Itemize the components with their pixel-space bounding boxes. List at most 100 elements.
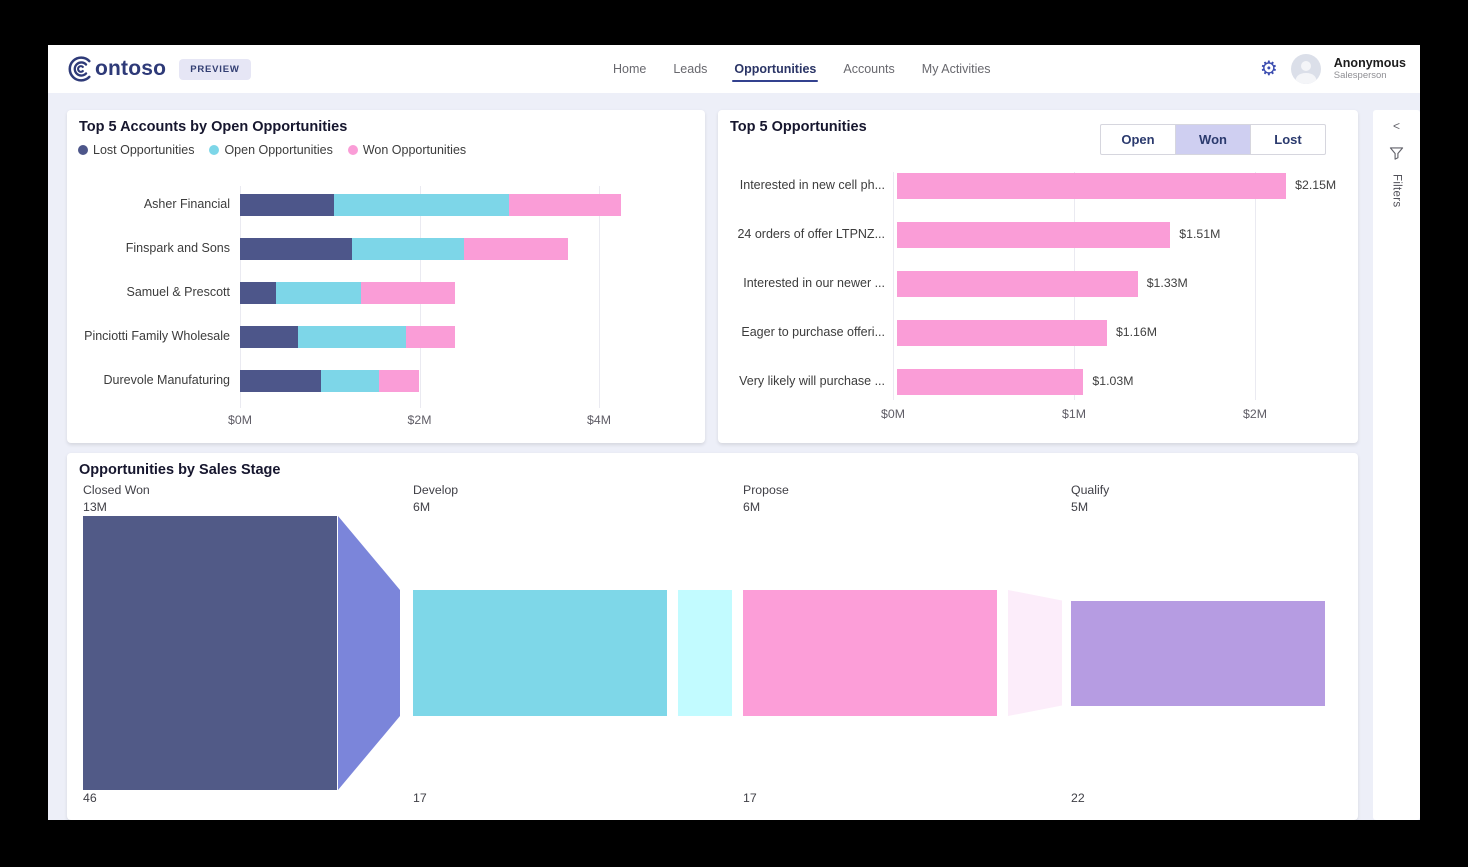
legend-dot-lost-opportunities bbox=[78, 145, 88, 155]
funnel-stage-amount-qualify: 5M bbox=[1071, 500, 1089, 514]
toggle-button-won[interactable]: Won bbox=[1175, 125, 1250, 154]
chart-title-accounts: Top 5 Accounts by Open Opportunities bbox=[79, 119, 348, 135]
funnel-stage-name-propose: Propose bbox=[743, 483, 789, 497]
category-label-asher-financial: Asher Financial bbox=[143, 197, 230, 211]
category-label-pinciotti-family-wholesale: Pinciotti Family Wholesale bbox=[84, 329, 230, 343]
funnel-stage-amount-develop: 6M bbox=[413, 500, 431, 514]
bar-pinciotti-family-wholesale-open-opportunities[interactable] bbox=[298, 326, 407, 348]
gridline-x2 bbox=[599, 186, 600, 408]
nav-item-home[interactable]: Home bbox=[613, 62, 647, 76]
filter-funnel-icon[interactable] bbox=[1389, 146, 1404, 161]
category-label-eager-to-purchase-offeri: Eager to purchase offeri... bbox=[741, 325, 885, 339]
nav-item-accounts[interactable]: Accounts bbox=[843, 62, 895, 76]
x-axis-tick-2: $4M bbox=[587, 413, 611, 427]
funnel-stage-count-closed-won: 46 bbox=[83, 791, 97, 805]
bar-finspark-and-sons-lost-opportunities[interactable] bbox=[240, 238, 353, 260]
user-name: Anonymous bbox=[1333, 56, 1406, 71]
bar-asher-financial-open-opportunities[interactable] bbox=[334, 194, 510, 216]
legend-label-open-opportunities: Open Opportunities bbox=[224, 143, 333, 157]
plot-accounts: Asher Financial Finspark and Sons Samuel &… bbox=[67, 110, 705, 443]
bar-interested-in-our-newer[interactable] bbox=[897, 271, 1138, 297]
legend-item-open-opportunities[interactable]: Open Opportunities bbox=[209, 143, 333, 157]
funnel-connector-closed-won[interactable] bbox=[338, 516, 400, 790]
chart-title-opportunities: Top 5 Opportunities bbox=[730, 119, 867, 135]
bar-24-orders-of-offer-ltpnz[interactable] bbox=[897, 222, 1171, 248]
bar-pinciotti-family-wholesale-won-opportunities[interactable] bbox=[406, 326, 456, 348]
top-bar: ontoso PREVIEW Home Leads Opportunities Acc… bbox=[48, 45, 1420, 93]
category-label-finspark-and-sons: Finspark and Sons bbox=[125, 241, 230, 255]
legend-dot-won-opportunities bbox=[347, 145, 358, 155]
nav-item-leads[interactable]: Leads bbox=[673, 62, 708, 76]
value-label-0: $2.15M bbox=[1295, 178, 1337, 192]
category-label-interested-in-new-cell-ph: Interested in new cell ph... bbox=[739, 178, 885, 192]
value-label-4: $1.03M bbox=[1092, 374, 1134, 388]
funnel-connector-develop[interactable] bbox=[678, 590, 732, 716]
person-icon bbox=[1294, 61, 1317, 84]
card-top5-accounts: Top 5 Accounts by Open Opportunities Los… bbox=[67, 110, 705, 443]
funnel-stage-count-develop: 17 bbox=[413, 791, 427, 805]
bar-finspark-and-sons-won-opportunities[interactable] bbox=[464, 238, 568, 260]
bar-durevole-manufaturing-open-opportunities[interactable] bbox=[320, 370, 380, 392]
legend-accounts: Lost Opportunities Open Opportunities Won … bbox=[78, 143, 466, 157]
funnel-stage-bar-closed-won[interactable] bbox=[83, 516, 337, 790]
legend-item-won-opportunities[interactable]: Won Opportunities bbox=[347, 143, 467, 157]
bar-finspark-and-sons-open-opportunities[interactable] bbox=[352, 238, 465, 260]
chart-title-sales-stage: Opportunities by Sales Stage bbox=[79, 462, 281, 478]
bar-asher-financial-lost-opportunities[interactable] bbox=[240, 194, 335, 216]
funnel-stage-bar-develop[interactable] bbox=[413, 590, 667, 716]
funnel-stage-bar-qualify[interactable] bbox=[1071, 600, 1325, 706]
bar-asher-financial-won-opportunities[interactable] bbox=[509, 194, 622, 216]
funnel-plot: Closed Won 13M 46 Develop 6M 17 Propose 6M 17 Qua… bbox=[67, 453, 1358, 820]
x-axis-tick-1: $2M bbox=[407, 413, 432, 427]
user-avatar[interactable] bbox=[1290, 54, 1321, 84]
funnel-stage-bar-propose[interactable] bbox=[743, 590, 997, 716]
filters-rail-label: Filters bbox=[1390, 174, 1403, 208]
value-label-3: $1.16M bbox=[1115, 325, 1157, 339]
gridline-x0 bbox=[893, 172, 894, 400]
bar-samuel-prescott-lost-opportunities[interactable] bbox=[240, 282, 276, 304]
x-axis-tick-1: $1M bbox=[1062, 407, 1086, 421]
x-axis-tick-2: $2M bbox=[1243, 407, 1267, 421]
legend-item-lost-opportunities[interactable]: Lost Opportunities bbox=[78, 143, 194, 157]
card-top5-opportunities: Top 5 Opportunities Open Won Lost Interest… bbox=[718, 110, 1358, 443]
bar-samuel-prescott-open-opportunities[interactable] bbox=[275, 282, 362, 304]
bar-interested-in-new-cell-ph[interactable] bbox=[897, 173, 1287, 199]
funnel-stage-amount-propose: 6M bbox=[743, 500, 761, 514]
main-nav: Home Leads Opportunities Accounts My Activit… bbox=[613, 45, 991, 93]
category-label-24-orders-of-offer-ltpnz: 24 orders of offer LTPNZ... bbox=[737, 227, 885, 241]
user-text: Anonymous Salesperson bbox=[1334, 56, 1406, 81]
brand: ontoso PREVIEW bbox=[66, 45, 251, 93]
x-axis-tick-0: $0M bbox=[228, 413, 252, 427]
nav-item-opportunities[interactable]: Opportunities bbox=[732, 45, 819, 93]
settings-gear-icon[interactable]: ⚙ bbox=[1259, 58, 1278, 80]
contoso-logo: ontoso bbox=[66, 55, 166, 83]
legend-dot-open-opportunities bbox=[209, 145, 220, 155]
contoso-logo-icon bbox=[66, 55, 94, 83]
x-axis-tick-0: $0M bbox=[881, 407, 905, 421]
collapse-chevron-icon[interactable]: < bbox=[1392, 119, 1400, 133]
bar-samuel-prescott-won-opportunities[interactable] bbox=[361, 282, 456, 304]
preview-badge: PREVIEW bbox=[179, 58, 251, 80]
funnel-stage-count-qualify: 22 bbox=[1071, 791, 1085, 805]
funnel-connector-propose[interactable] bbox=[1008, 590, 1062, 716]
category-label-durevole-manufaturing: Durevole Manufaturing bbox=[103, 373, 230, 387]
legend-label-won-opportunities: Won Opportunities bbox=[362, 143, 467, 157]
plot-opportunities: Interested in new cell ph... $2.15M 24 ord… bbox=[718, 110, 1358, 443]
gridline-x2 bbox=[1255, 172, 1256, 400]
bar-eager-to-purchase-offeri[interactable] bbox=[897, 320, 1107, 346]
legend-label-lost-opportunities: Lost Opportunities bbox=[93, 143, 195, 157]
bar-durevole-manufaturing-won-opportunities[interactable] bbox=[379, 370, 420, 392]
category-label-samuel-prescott: Samuel & Prescott bbox=[126, 285, 230, 299]
bar-durevole-manufaturing-lost-opportunities[interactable] bbox=[240, 370, 321, 392]
app-viewport: ontoso PREVIEW Home Leads Opportunities Acc… bbox=[48, 45, 1420, 820]
toggle-button-lost[interactable]: Lost bbox=[1250, 125, 1325, 154]
nav-item-my-activities[interactable]: My Activities bbox=[921, 62, 991, 76]
logo-text: ontoso bbox=[95, 57, 167, 80]
bar-very-likely-will-purchase[interactable] bbox=[897, 369, 1084, 395]
toggle-button-open[interactable]: Open bbox=[1121, 132, 1155, 147]
category-label-very-likely-will-purchase: Very likely will purchase ... bbox=[739, 374, 885, 388]
value-label-1: $1.51M bbox=[1179, 227, 1221, 241]
bar-pinciotti-family-wholesale-lost-opportunities[interactable] bbox=[240, 326, 299, 348]
filters-rail: < Filters bbox=[1373, 110, 1420, 820]
funnel-stage-name-qualify: Qualify bbox=[1071, 483, 1110, 497]
